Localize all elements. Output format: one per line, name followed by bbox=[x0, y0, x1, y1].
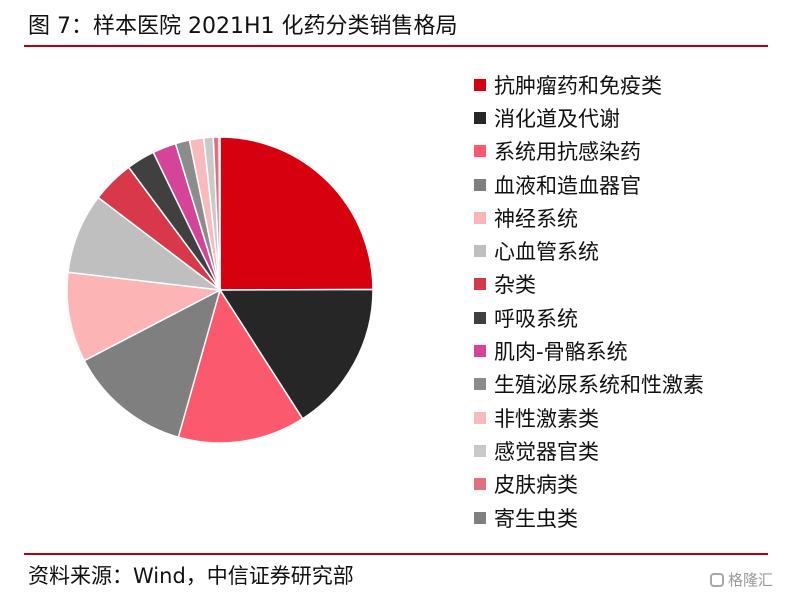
legend-swatch bbox=[474, 511, 486, 524]
watermark: 格隆汇 bbox=[710, 569, 773, 590]
legend-item: 皮肤病类 bbox=[474, 468, 704, 501]
legend-item: 生殖泌尿系统和性激素 bbox=[474, 368, 704, 401]
watermark-text: 格隆汇 bbox=[728, 571, 774, 589]
legend-label: 感觉器官类 bbox=[494, 439, 599, 464]
legend-item: 消化道及代谢 bbox=[474, 101, 704, 134]
legend: 抗肿瘤药和免疫类 消化道及代谢 系统用抗感染药 血液和造血器官 神经系统心血管系统杂类呼… bbox=[474, 68, 704, 534]
legend-label: 心血管系统 bbox=[494, 240, 599, 265]
legend-label: 抗肿瘤药和免疫类 bbox=[494, 73, 662, 98]
legend-label: 生殖泌尿系统和性激素 bbox=[494, 373, 704, 398]
pie-slice-1 bbox=[218, 288, 374, 420]
legend-label: 呼吸系统 bbox=[494, 306, 578, 331]
pie-slice-0 bbox=[219, 136, 374, 291]
chart-title: 图 7：样本医院 2021H1 化药分类销售格局 bbox=[28, 14, 458, 39]
legend-item: 肌肉-骨骼系统 bbox=[474, 334, 704, 367]
pie-slice-4 bbox=[66, 271, 223, 362]
legend-label: 血液和造血器官 bbox=[494, 173, 641, 198]
legend-swatch bbox=[474, 278, 486, 291]
legend-swatch bbox=[474, 378, 486, 391]
legend-label: 杂类 bbox=[494, 273, 536, 298]
legend-label: 非性激素类 bbox=[494, 406, 599, 431]
pie-slice-13 bbox=[218, 136, 221, 291]
source-note: 资料来源：Wind，中信证券研究部 bbox=[28, 564, 354, 588]
legend-item: 杂类 bbox=[474, 268, 704, 301]
legend-swatch bbox=[474, 178, 486, 191]
legend-item: 呼吸系统 bbox=[474, 301, 704, 334]
legend-item: 系统用抗感染药 bbox=[474, 135, 704, 168]
legend-swatch bbox=[474, 245, 486, 258]
legend-item: 抗肿瘤药和免疫类 bbox=[474, 68, 704, 101]
legend-label: 系统用抗感染药 bbox=[494, 140, 641, 165]
legend-label: 消化道及代谢 bbox=[494, 106, 620, 131]
watermark-logo-icon bbox=[710, 572, 724, 587]
pie-chart bbox=[66, 136, 374, 444]
source-divider bbox=[24, 553, 768, 555]
legend-swatch bbox=[474, 311, 486, 324]
pie-slice-3 bbox=[83, 288, 222, 439]
legend-item: 非性激素类 bbox=[474, 401, 704, 434]
title-divider bbox=[24, 45, 768, 47]
legend-label: 寄生虫类 bbox=[494, 506, 578, 531]
legend-item: 寄生虫类 bbox=[474, 501, 704, 534]
legend-swatch bbox=[474, 444, 486, 457]
legend-swatch bbox=[474, 211, 486, 224]
legend-label: 神经系统 bbox=[494, 206, 578, 231]
legend-label: 肌肉-骨骼系统 bbox=[494, 340, 628, 365]
legend-swatch bbox=[474, 111, 486, 124]
legend-swatch bbox=[474, 411, 486, 424]
legend-swatch bbox=[474, 78, 486, 91]
legend-item: 血液和造血器官 bbox=[474, 168, 704, 201]
legend-item: 心血管系统 bbox=[474, 234, 704, 267]
legend-swatch bbox=[474, 345, 486, 358]
legend-swatch bbox=[474, 145, 486, 158]
legend-label: 皮肤病类 bbox=[494, 473, 578, 498]
legend-item: 感觉器官类 bbox=[474, 434, 704, 467]
legend-item: 神经系统 bbox=[474, 201, 704, 234]
legend-swatch bbox=[474, 478, 486, 491]
